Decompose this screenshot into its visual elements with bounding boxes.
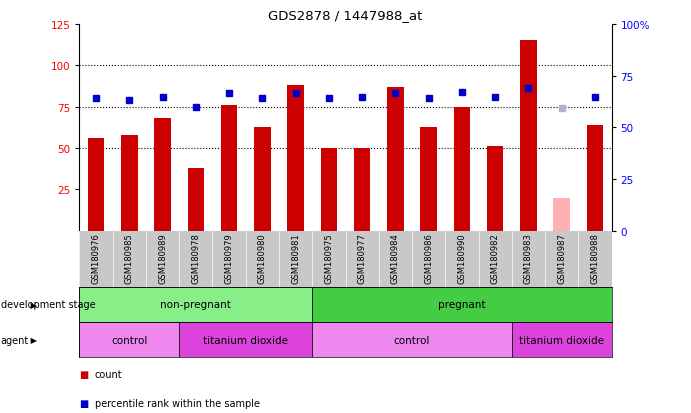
Bar [512,322,612,357]
Text: GSM180989: GSM180989 [158,233,167,284]
Text: agent: agent [1,335,29,345]
Text: GSM180987: GSM180987 [557,233,566,284]
Text: GSM180981: GSM180981 [291,233,300,284]
Bar [88,139,104,231]
Bar [453,107,470,231]
Text: control: control [394,335,430,345]
Text: ■: ■ [79,398,88,408]
Text: titanium dioxide: titanium dioxide [203,335,288,345]
Bar [179,322,312,357]
Bar [520,41,537,231]
Text: GSM180980: GSM180980 [258,233,267,284]
Text: GSM180979: GSM180979 [225,233,234,284]
Bar [79,322,179,357]
Text: GSM180986: GSM180986 [424,233,433,284]
Text: ▶: ▶ [28,335,37,344]
Text: GSM180977: GSM180977 [358,233,367,284]
Text: GSM180990: GSM180990 [457,233,466,283]
Text: control: control [111,335,148,345]
Text: ■: ■ [79,369,88,379]
Bar [187,169,204,231]
Text: percentile rank within the sample: percentile rank within the sample [95,398,260,408]
Text: GSM180982: GSM180982 [491,233,500,284]
Bar [354,149,370,231]
Text: ▶: ▶ [28,300,37,309]
Bar [387,88,404,231]
Bar [312,322,512,357]
Text: GSM180983: GSM180983 [524,233,533,284]
Bar [221,106,238,231]
Bar [287,86,304,231]
Text: GSM180978: GSM180978 [191,233,200,284]
Text: pregnant: pregnant [438,299,486,310]
Text: titanium dioxide: titanium dioxide [519,335,604,345]
Bar [587,126,603,231]
Bar [254,127,271,231]
Bar [420,127,437,231]
Text: GSM180976: GSM180976 [92,233,101,284]
Bar [553,198,570,231]
Text: GSM180984: GSM180984 [391,233,400,284]
Bar [79,287,312,322]
Bar [321,149,337,231]
Bar [487,147,504,231]
Bar [154,119,171,231]
Title: GDS2878 / 1447988_at: GDS2878 / 1447988_at [268,9,423,22]
Text: GSM180988: GSM180988 [590,233,599,284]
Bar [312,287,612,322]
Bar [121,135,138,231]
Text: count: count [95,369,122,379]
Text: GSM180975: GSM180975 [324,233,333,284]
Text: development stage: development stage [1,299,95,310]
Text: GSM180985: GSM180985 [125,233,134,284]
Text: non-pregnant: non-pregnant [160,299,231,310]
